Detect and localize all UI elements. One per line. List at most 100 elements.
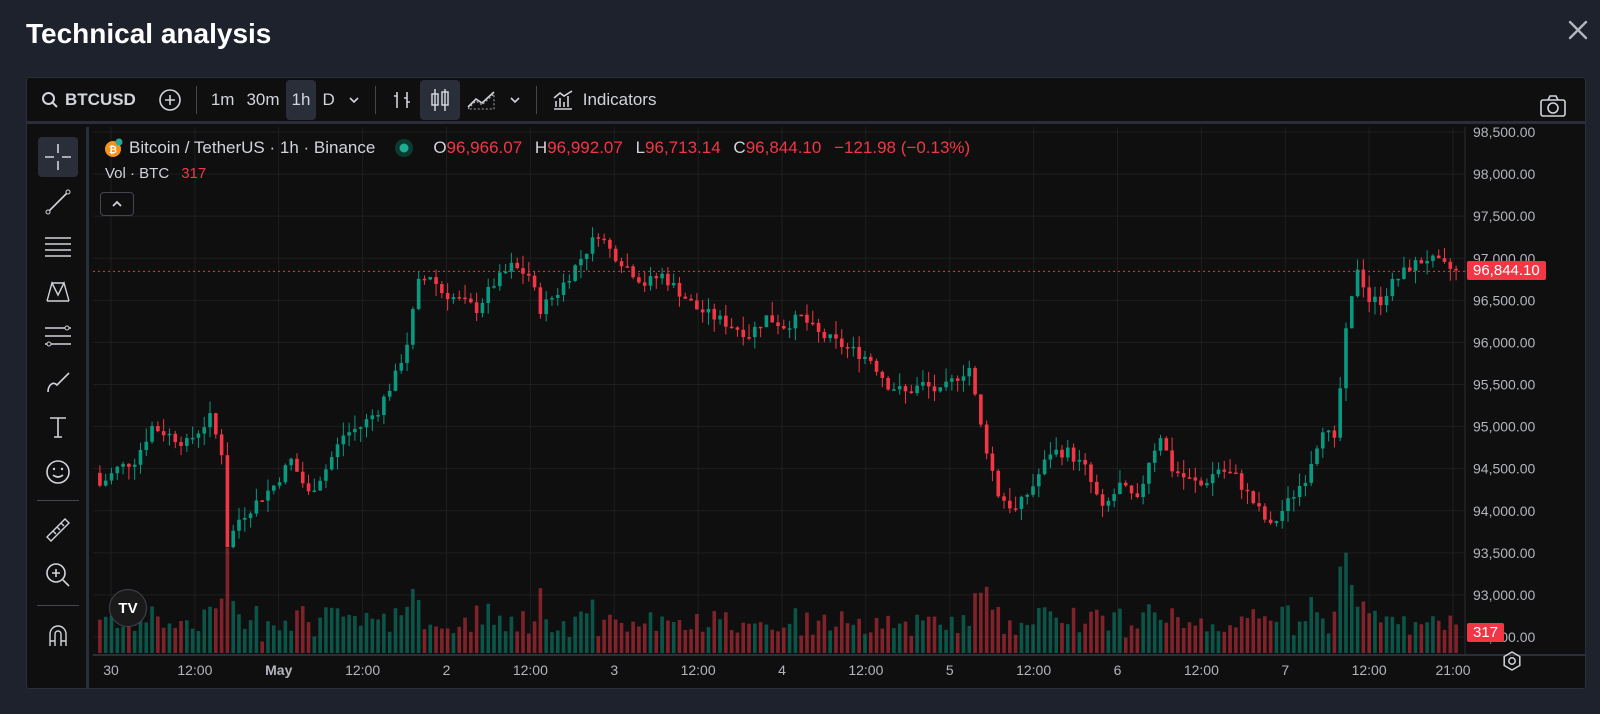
interval-1m[interactable]: 1m bbox=[210, 89, 235, 109]
volume-bar bbox=[1187, 622, 1192, 653]
volume-bar bbox=[810, 634, 815, 653]
volume-bar bbox=[967, 625, 972, 653]
candle-body bbox=[173, 433, 178, 443]
magnet-tool[interactable] bbox=[38, 615, 78, 655]
chart-pane[interactable]: 98,500.00 98,000.00 97,500.00 97,000.00 96,5… bbox=[93, 127, 1586, 689]
candle-body bbox=[1239, 473, 1244, 490]
volume-bar bbox=[318, 617, 322, 653]
collapse-legend-button[interactable] bbox=[100, 192, 134, 216]
candle-body bbox=[98, 472, 102, 486]
horizontal-lines-tool[interactable] bbox=[38, 227, 78, 267]
volume-bar bbox=[984, 586, 989, 653]
candles-style-button[interactable] bbox=[419, 79, 460, 120]
volume-bar bbox=[996, 607, 1001, 653]
volume-bar bbox=[700, 631, 705, 653]
volume-bar bbox=[1118, 608, 1122, 653]
volume-bar bbox=[405, 606, 409, 653]
interval-d[interactable]: D bbox=[322, 89, 335, 109]
bars-icon bbox=[393, 91, 410, 108]
x-tick-label: 12:00 bbox=[1016, 662, 1051, 678]
volume-bar bbox=[341, 616, 346, 653]
area-style-button[interactable] bbox=[460, 80, 502, 120]
candle-body bbox=[1419, 260, 1424, 264]
close-icon[interactable] bbox=[1564, 16, 1592, 44]
candle-body bbox=[950, 378, 954, 382]
volume-bar bbox=[440, 628, 444, 653]
text-tool[interactable] bbox=[38, 407, 78, 447]
volume-bar bbox=[567, 637, 572, 653]
zoom-tool[interactable] bbox=[38, 555, 78, 595]
interval-30m[interactable]: 30m bbox=[246, 89, 280, 109]
emoji-tool[interactable] bbox=[38, 452, 78, 492]
volume-bar bbox=[781, 627, 786, 653]
price-chart[interactable]: 98,500.0098,000.0097,500.0097,000.0096,5… bbox=[93, 127, 1586, 689]
symbol-search-button[interactable]: BTCUSD bbox=[27, 80, 142, 120]
candle-body bbox=[718, 315, 722, 320]
volume-bar bbox=[1332, 611, 1337, 653]
pattern-icon bbox=[46, 281, 70, 302]
candle-body bbox=[764, 315, 769, 328]
candle-body bbox=[208, 413, 212, 428]
trend-line-tool[interactable] bbox=[38, 182, 78, 222]
candle-body bbox=[834, 334, 838, 339]
screenshot-button[interactable] bbox=[1533, 86, 1573, 126]
market-status-dot-icon[interactable] bbox=[393, 137, 415, 159]
volume-bar bbox=[816, 620, 821, 653]
candle-body bbox=[526, 273, 531, 276]
measure-tool[interactable] bbox=[38, 510, 78, 550]
volume-bar bbox=[753, 623, 757, 653]
candle-body bbox=[422, 278, 427, 281]
volume-bar bbox=[382, 613, 386, 653]
candle-body bbox=[700, 309, 705, 313]
volume-bar bbox=[666, 620, 670, 653]
y-tick-label: 93,500.00 bbox=[1473, 545, 1535, 561]
candle-body bbox=[341, 435, 346, 445]
candle-body bbox=[544, 299, 548, 315]
volume-bar bbox=[1129, 625, 1134, 653]
candle-body bbox=[364, 419, 369, 428]
volume-bar bbox=[1431, 616, 1435, 653]
crosshair-tool[interactable] bbox=[38, 137, 78, 177]
candle-body bbox=[347, 432, 351, 436]
candle-body bbox=[382, 396, 386, 416]
volume-bar bbox=[1355, 606, 1360, 653]
candle-body bbox=[1216, 469, 1221, 475]
symbol-title[interactable]: Bitcoin / TetherUS · 1h · Binance bbox=[129, 138, 376, 157]
chart-widget: BTCUSD 1m 30m 1h D Indicators bbox=[26, 77, 1586, 689]
interval-1h[interactable]: 1h bbox=[285, 79, 317, 120]
style-dropdown[interactable] bbox=[502, 80, 528, 120]
change-value: −121.98 (−0.13%) bbox=[834, 138, 971, 157]
candle-body bbox=[683, 296, 688, 299]
y-tick-label: 95,500.00 bbox=[1473, 377, 1535, 393]
candle-body bbox=[260, 500, 264, 502]
volume-bar bbox=[248, 620, 253, 653]
compare-button[interactable] bbox=[152, 80, 188, 120]
volume-bar bbox=[411, 588, 415, 653]
brush-tool[interactable] bbox=[38, 362, 78, 402]
volume-bar bbox=[1367, 613, 1371, 653]
pattern-tool[interactable] bbox=[38, 272, 78, 312]
interval-dropdown[interactable] bbox=[341, 80, 367, 120]
tradingview-logo[interactable]: TV bbox=[109, 589, 147, 627]
indicators-button[interactable]: Indicators bbox=[545, 80, 663, 120]
y-tick-label: 98,000.00 bbox=[1473, 166, 1535, 182]
candle-body bbox=[1031, 486, 1035, 495]
volume-bar bbox=[1193, 625, 1198, 653]
volume-bar bbox=[399, 615, 404, 653]
close-label: C bbox=[733, 138, 746, 157]
candle-body bbox=[613, 248, 618, 262]
candle-body bbox=[306, 483, 311, 492]
candle-body bbox=[138, 449, 143, 465]
volume-bar bbox=[370, 618, 375, 653]
settings-gear-icon[interactable] bbox=[1501, 650, 1523, 672]
volume-bar bbox=[492, 624, 496, 653]
volume-bar bbox=[729, 630, 734, 653]
candle-body bbox=[793, 314, 798, 329]
volume-bar bbox=[932, 616, 937, 653]
fib-tool[interactable] bbox=[38, 317, 78, 357]
candle-body bbox=[1019, 496, 1024, 509]
bars-style-button[interactable] bbox=[384, 80, 420, 120]
volume-bar bbox=[1268, 620, 1273, 653]
volume-bar bbox=[776, 631, 780, 653]
volume-bar bbox=[1216, 631, 1221, 653]
